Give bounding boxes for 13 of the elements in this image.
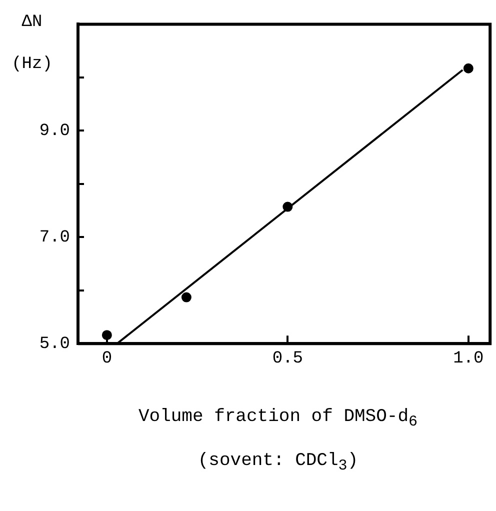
x-tick-label: 0: [102, 349, 112, 368]
x-tick-label: 1.0: [453, 349, 484, 368]
y-tick-label: 9.0: [39, 122, 70, 142]
point: [181, 292, 192, 302]
point: [102, 330, 112, 340]
y-tick-label: 5.0: [39, 335, 70, 354]
x-axis-title: Volume fraction of DMSO-d$_{6}$: [137, 406, 419, 433]
text: ΔN (Hz): [12, 13, 52, 74]
point: [463, 63, 474, 74]
point: [282, 202, 293, 212]
x-tick-label: 0.5: [272, 349, 303, 368]
text: (sovent: CDCl$_{3}$): [196, 450, 360, 476]
y-tick-label: 7.0: [39, 228, 70, 248]
